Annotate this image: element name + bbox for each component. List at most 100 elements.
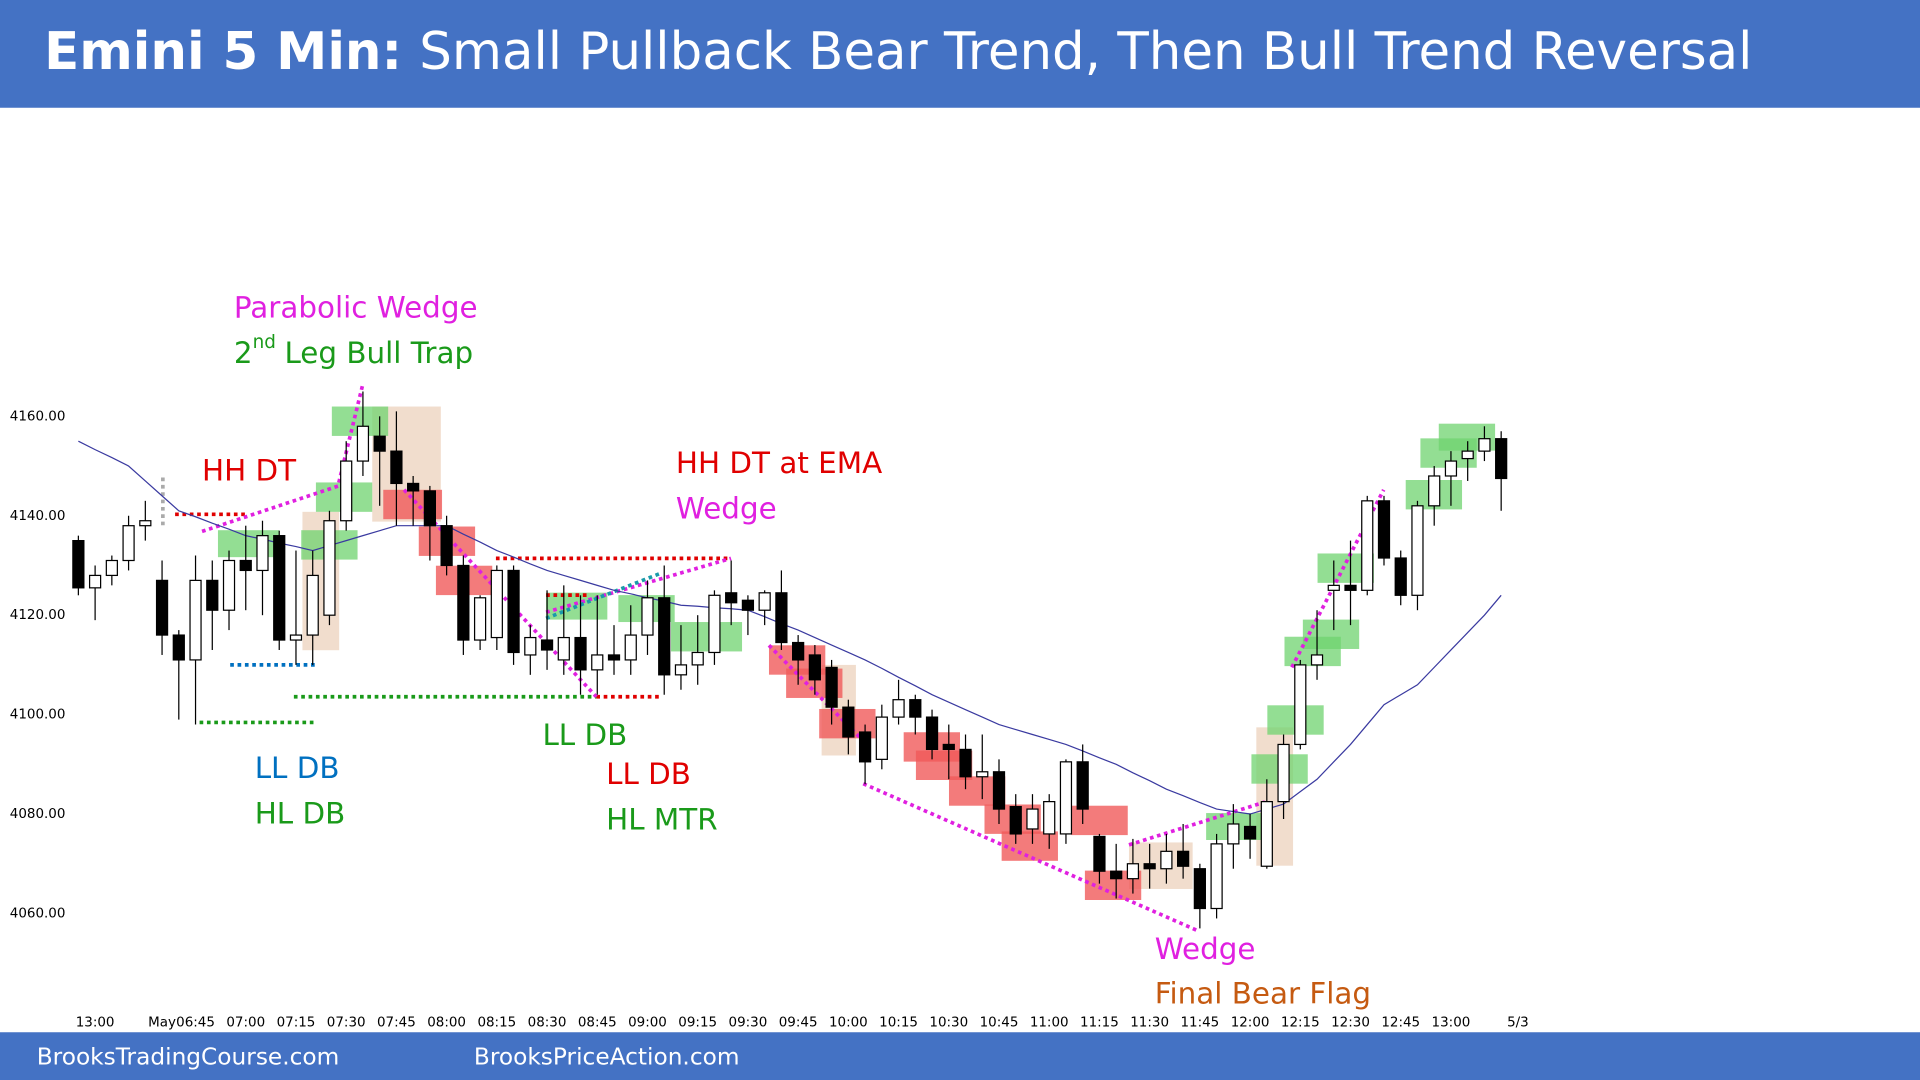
annotation-text: Wedge [1155,932,1256,966]
x-tick-label: 07:45 [377,1015,416,1030]
y-tick-label: 4120.00 [10,608,66,623]
candle-body [1143,863,1156,870]
footer-text: BrooksPriceAction.com [474,1043,740,1070]
highlights [217,406,1496,900]
candle-body [155,579,169,636]
dotted-line [545,571,662,621]
candle-body [323,520,336,616]
candle-body [273,535,286,641]
candle-body [691,651,704,666]
candle-body [1394,557,1407,596]
candle-body [440,525,453,567]
candle-body [591,654,604,671]
candle-body [340,460,353,522]
candle-body [808,654,821,681]
candle-body [1428,475,1441,507]
candle-body [708,594,721,654]
x-tick-label: 08:30 [528,1015,567,1030]
candle-body [557,636,570,661]
title-rest: Small Pullback Bear Trend, Then Bull Tre… [419,22,1752,82]
candle-body [1227,823,1240,845]
candle-body [206,579,219,611]
candle-body [139,520,152,527]
candle-body [1444,460,1458,477]
candle-body [490,569,503,639]
candle-body [222,559,236,611]
annotation: LL DB [255,750,340,784]
candle-body [574,636,587,671]
annotation-text: HH DT at EMA [676,446,882,480]
x-tick-label: 09:15 [678,1015,717,1030]
candle-body [356,425,370,462]
dotted-line [545,556,732,615]
annotation: 2nd Leg Bull Trap [234,332,473,370]
candle-body [875,716,888,760]
candle-body [1478,438,1491,452]
x-tick-label: May [148,1015,176,1030]
annotation: HL DB [255,796,346,830]
x-tick-label: 11:45 [1180,1015,1219,1030]
title-bold: Emini 5 Min: [44,22,402,82]
candle-body [1210,843,1223,910]
candle-body [1110,870,1123,880]
y-tick-label: 4060.00 [10,906,66,921]
candle-body [658,597,671,676]
candle-body [1294,664,1307,746]
footer-text: BrooksTradingCourse.com [37,1043,340,1070]
candle-body [122,525,135,562]
candle-body [256,535,269,572]
candle-body [825,666,838,708]
x-tick-label: 12:00 [1231,1015,1270,1030]
candle-body [1361,500,1374,591]
candle-body [189,579,202,661]
annotation: Wedge [1155,932,1256,966]
x-tick-label: 13:00 [1432,1015,1471,1030]
x-tick-label: 11:15 [1080,1015,1119,1030]
candle-body [1344,584,1357,591]
candle-body [641,597,654,636]
x-tick-label: 10:15 [879,1015,918,1030]
dotted-line [862,781,1199,933]
candle-body [1243,825,1257,840]
candle-body [1461,450,1474,460]
annotation-text: Leg Bull Trap [284,335,473,369]
candle-body [88,574,102,589]
annotation: HH DT [202,453,297,487]
candle-body [909,699,922,718]
annotation-superscript: nd [253,332,276,353]
annotation-text: 2 [234,335,253,369]
annotation: LL DB [542,717,627,751]
x-tick-label: 08:00 [427,1015,466,1030]
candle-body [942,743,955,751]
candle-body [775,592,788,644]
candle-body [373,435,386,452]
candle-body [172,634,185,661]
x-tick-label: 09:45 [779,1015,818,1030]
candle-body [105,559,118,577]
candle-body [959,748,972,778]
x-tick-label: 11:30 [1130,1015,1169,1030]
annotation-text: Parabolic Wedge [234,290,478,324]
y-tick-label: 4160.00 [10,409,66,424]
candle-body [976,771,989,778]
candle-body [842,706,855,738]
candle-body [792,641,805,661]
highlight [671,622,743,652]
annotation: HH DT at EMA [676,446,882,480]
candle-body [72,540,85,589]
x-tick-label: 10:45 [980,1015,1019,1030]
annotation-text: HH DT [202,453,297,487]
x-tick-label: 07:00 [226,1015,265,1030]
y-tick-label: 4080.00 [10,807,66,822]
x-tick-label: 06:45 [176,1015,215,1030]
annotation-text: LL DB [542,717,627,751]
candle-body [1126,863,1140,880]
candle-body [1093,835,1106,872]
annotation-text: Final Bear Flag [1155,976,1371,1010]
x-tick-label: 12:45 [1381,1015,1420,1030]
candle-body [1043,801,1056,835]
annotation: LL DB [606,757,691,791]
candle-body [1495,438,1508,480]
highlight [1001,831,1058,861]
